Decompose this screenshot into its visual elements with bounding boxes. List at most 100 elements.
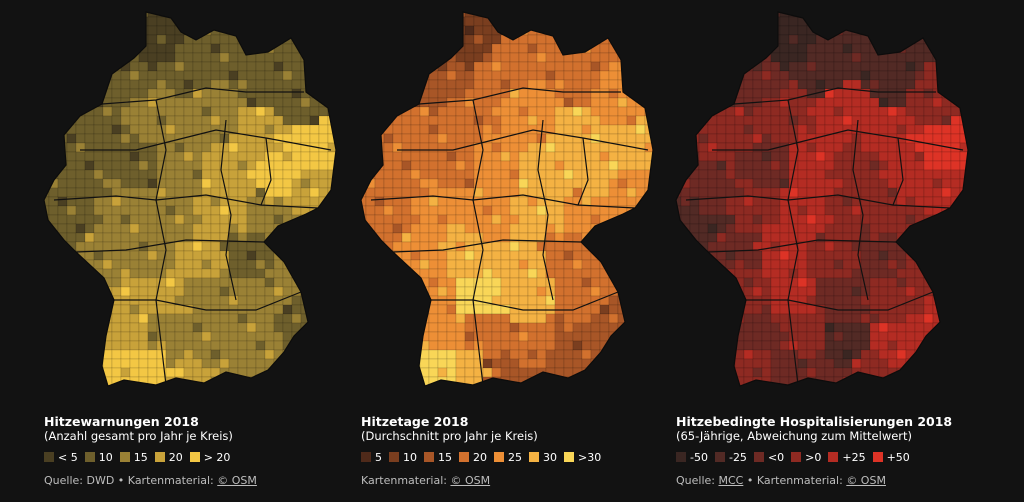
district-cell [770, 385, 781, 386]
district-cell [779, 160, 790, 171]
district-cell [914, 115, 925, 126]
osm-link[interactable]: © OSM [846, 474, 886, 487]
district-cell [851, 142, 862, 153]
district-cell [102, 232, 113, 243]
district-cell [617, 115, 628, 126]
district-cell [914, 358, 925, 369]
district-cell [237, 142, 248, 153]
district-cell [392, 376, 403, 386]
district-cell [455, 133, 466, 144]
district-cell [264, 16, 275, 27]
district-cell [725, 142, 736, 153]
district-cell [183, 367, 194, 378]
district-cell [75, 205, 86, 216]
district-cell [120, 124, 131, 135]
district-cell [410, 340, 421, 351]
district-cell [500, 124, 511, 135]
district-cell [383, 34, 394, 45]
district-cell [318, 61, 329, 72]
district-cell [779, 268, 790, 279]
district-cell [896, 268, 907, 279]
district-cell [770, 322, 781, 333]
district-cell [255, 142, 266, 153]
district-cell [120, 151, 131, 162]
district-cell [626, 187, 637, 198]
district-cell [914, 79, 925, 90]
district-cell [337, 305, 346, 314]
district-cell [246, 151, 257, 162]
caption: Hitzewarnungen 2018 (Anzahl gesamt pro J… [44, 414, 374, 464]
district-cell [255, 52, 266, 63]
district-cell [509, 169, 520, 180]
osm-link[interactable]: © OSM [450, 474, 491, 487]
district-cell [815, 385, 826, 386]
district-cell [545, 160, 556, 171]
district-cell [255, 151, 266, 162]
district-cell [743, 79, 754, 90]
osm-link[interactable]: © OSM [217, 474, 257, 487]
district-cell [554, 205, 565, 216]
district-cell [869, 124, 880, 135]
district-cell [725, 133, 736, 144]
district-cell [401, 115, 412, 126]
district-cell [419, 61, 430, 72]
district-cell [752, 223, 763, 234]
district-cell [680, 259, 691, 270]
district-cell [455, 115, 466, 126]
district-cell [446, 133, 457, 144]
district-cell [300, 358, 311, 369]
district-cell [84, 124, 95, 135]
district-cell [878, 214, 889, 225]
district-cell [860, 349, 871, 360]
district-cell [138, 367, 149, 378]
district-cell [509, 313, 520, 324]
district-cell [707, 115, 718, 126]
district-cell [75, 268, 86, 279]
district-cell [120, 160, 131, 171]
district-cell [318, 106, 329, 117]
mcc-link[interactable]: MCC [718, 474, 744, 487]
district-cell [273, 151, 284, 162]
district-cell [129, 223, 140, 234]
district-cell [318, 313, 329, 324]
district-cell [969, 377, 978, 386]
district-cell [761, 43, 772, 54]
district-cell [797, 70, 808, 81]
district-cell [264, 70, 275, 81]
district-cell [111, 286, 122, 297]
district-cell [860, 241, 871, 252]
district-cell [779, 385, 790, 386]
district-cell [192, 286, 203, 297]
district-cell [66, 205, 77, 216]
district-cell [860, 340, 871, 351]
district-cell [464, 97, 475, 108]
district-cell [716, 349, 727, 360]
district-cell [969, 17, 978, 26]
district-cell [815, 367, 826, 378]
district-cell [44, 313, 50, 324]
district-cell [273, 268, 284, 279]
legend-label: 10 [403, 450, 417, 464]
district-cell [815, 97, 826, 108]
district-cell [914, 331, 925, 342]
district-cell [635, 79, 646, 90]
district-cell [66, 106, 77, 117]
district-cell [374, 115, 385, 126]
district-cell [572, 12, 583, 18]
district-cell [57, 259, 68, 270]
district-cell [428, 178, 439, 189]
district-cell [824, 178, 835, 189]
district-cell [183, 322, 194, 333]
district-cell [183, 223, 194, 234]
district-cell [500, 277, 511, 288]
district-cell [734, 12, 745, 18]
district-cell [120, 205, 131, 216]
district-cell [707, 142, 718, 153]
district-cell [716, 250, 727, 261]
district-cell [554, 79, 565, 90]
district-cell [779, 304, 790, 315]
district-cell [500, 196, 511, 207]
district-cell [734, 169, 745, 180]
district-cell [392, 178, 403, 189]
district-cell [228, 322, 239, 333]
